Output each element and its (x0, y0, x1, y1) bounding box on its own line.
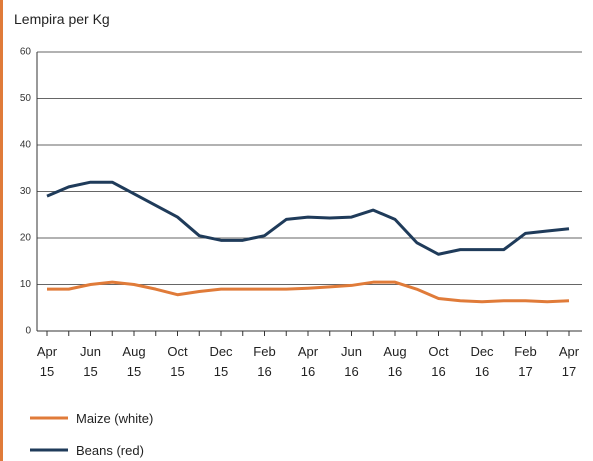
x-tick-label: Jun 16 (341, 344, 362, 379)
x-tick-label-line: Feb (253, 344, 275, 359)
series-line (46, 180, 570, 256)
x-tick-label-line: 16 (344, 364, 358, 379)
x-tick-label-line: Apr (559, 344, 580, 359)
y-tick-label: 10 (20, 279, 32, 290)
x-tick-label-line: Dec (209, 344, 233, 359)
side-border (0, 0, 3, 461)
x-tick-label-line: Dec (470, 344, 494, 359)
x-tick-label-line: 17 (518, 364, 532, 379)
x-tick-label-line: 15 (170, 364, 184, 379)
x-tick-label: Oct 16 (428, 344, 449, 379)
x-tick-label: Jun 15 (80, 344, 101, 379)
x-tick-label-line: Apr (37, 344, 58, 359)
series-line (47, 280, 570, 304)
x-tick-label-line: Oct (428, 344, 449, 359)
x-tick-label: Aug 15 (122, 344, 145, 379)
x-tick-label-line: 15 (83, 364, 97, 379)
x-tick-label: Apr 15 (37, 344, 58, 379)
x-tick-label: Dec 16 (470, 344, 494, 379)
y-tick-label: 40 (20, 140, 32, 151)
x-tick-label-line: 16 (388, 364, 402, 379)
legend-label: Beans (red) (76, 443, 144, 458)
x-tick-label-line: 17 (562, 364, 576, 379)
x-tick-label: Apr 16 (298, 344, 319, 379)
y-tick-label: 60 (20, 47, 32, 58)
x-tick-label: Oct 15 (167, 344, 188, 379)
x-tick-label-line: 15 (127, 364, 141, 379)
x-tick-label-line: 16 (431, 364, 445, 379)
x-tick-label-line: 16 (257, 364, 271, 379)
y-axis-label: Lempira per Kg (14, 11, 110, 27)
y-tick-label: 0 (25, 326, 31, 337)
x-tick-label-line: Aug (383, 344, 406, 359)
y-tick-label: 50 (20, 93, 32, 104)
x-tick-label: Aug 16 (383, 344, 406, 379)
x-tick-label: Apr 17 (559, 344, 580, 379)
x-tick-label-line: Oct (167, 344, 188, 359)
x-tick-label: Dec 15 (209, 344, 233, 379)
x-tick-label: Feb 17 (514, 344, 536, 379)
x-tick-label-line: 16 (301, 364, 315, 379)
x-tick-label-line: Jun (341, 344, 362, 359)
x-tick-label-line: Apr (298, 344, 319, 359)
x-tick-label-line: 15 (214, 364, 228, 379)
x-tick-label-line: Feb (514, 344, 536, 359)
y-tick-label: 30 (20, 186, 32, 197)
x-tick-label-line: Aug (122, 344, 145, 359)
x-tick-label-line: Jun (80, 344, 101, 359)
legend-label: Maize (white) (76, 411, 153, 426)
x-tick-label: Feb 16 (253, 344, 275, 379)
x-tick-label-line: 15 (40, 364, 54, 379)
y-tick-label: 20 (20, 233, 32, 244)
x-tick-label-line: 16 (475, 364, 489, 379)
